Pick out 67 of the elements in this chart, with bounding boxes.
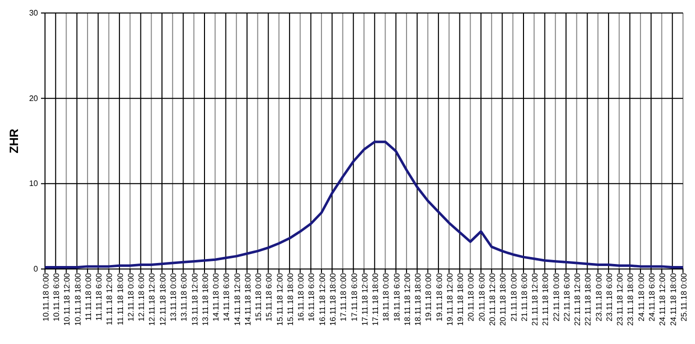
x-tick-label: 17.11.18 0:00 (339, 272, 348, 322)
x-tick-label: 10.11.18 6:00 (52, 272, 62, 322)
x-tick-label: 18.11.18 6:00 (392, 272, 402, 322)
x-tick-label: 19.11.18 12:00 (445, 272, 454, 326)
x-tick-label: 12.11.18 6:00 (137, 272, 146, 322)
x-tick-label: 11.11.18 0:00 (84, 272, 93, 321)
x-tick-label: 12.11.18 12:00 (148, 272, 157, 326)
x-tick-label: 19.11.18 0:00 (424, 272, 434, 322)
x-tick-label: 18.11.18 0:00 (382, 272, 391, 322)
x-tick-label: 22.11.18 12:00 (573, 272, 582, 326)
x-tick-label: 22.11.18 18:00 (584, 272, 593, 326)
x-tick-label: 13.11.18 0:00 (169, 272, 178, 322)
x-tick-label: 24.11.18 12:00 (658, 272, 668, 326)
x-tick-label: 11.11.18 12:00 (105, 272, 114, 326)
x-tick-label: 11.11.18 6:00 (94, 272, 104, 321)
y-tick-label: 30 (29, 8, 39, 18)
x-tick-label: 14.11.18 12:00 (232, 272, 242, 326)
x-tick-label: 21.11.18 0:00 (509, 272, 518, 322)
y-tick-label: 0 (34, 264, 39, 274)
x-tick-label: 16.11.18 12:00 (318, 272, 327, 326)
x-tick-label: 23.11.18 0:00 (594, 272, 604, 322)
x-tick-label: 11.11.18 18:00 (116, 272, 125, 326)
x-tick-label: 13.11.18 6:00 (180, 272, 189, 322)
y-tick-label: 20 (29, 94, 39, 103)
x-tick-label: 24.11.18 0:00 (636, 272, 646, 322)
x-tick-label: 22.11.18 0:00 (552, 272, 561, 322)
x-tick-label: 24.11.18 6:00 (648, 272, 656, 322)
x-tick-label: 10.11.18 18:00 (73, 272, 82, 326)
x-tick-label: 16.11.18 6:00 (307, 272, 316, 322)
x-tick-label: 20.11.18 0:00 (466, 272, 476, 322)
x-tick-label: 21.11.18 6:00 (520, 272, 529, 322)
x-tick-label: 19.11.18 18:00 (456, 272, 466, 326)
x-tick-label: 23.11.18 18:00 (626, 272, 636, 326)
x-tick-label: 14.11.18 0:00 (212, 272, 221, 322)
x-tick-label: 10.11.18 12:00 (62, 272, 72, 326)
x-tick-label: 12.11.18 0:00 (126, 272, 136, 322)
x-tick-label: 15.11.18 18:00 (286, 272, 295, 326)
x-tick-label: 17.11.18 6:00 (350, 272, 359, 322)
x-tick-label: 21.11.18 18:00 (541, 272, 550, 326)
x-tick-label: 13.11.18 12:00 (190, 272, 200, 326)
x-tick-label: 20.11.18 18:00 (498, 272, 508, 326)
x-tick-label: 13.11.18 18:00 (200, 272, 210, 326)
x-tick-label: 17.11.18 12:00 (360, 272, 370, 326)
x-tick-label: 18.11.18 18:00 (414, 272, 423, 326)
x-tick-label: 21.11.18 12:00 (530, 272, 540, 326)
x-tick-label: 20.11.18 12:00 (488, 272, 497, 326)
x-tick-label: 22.11.18 6:00 (562, 272, 572, 322)
x-tick-label: 17.11.18 18:00 (371, 272, 380, 326)
line-series (44, 140, 684, 269)
x-tick-label: 12.11.18 18:00 (158, 272, 168, 326)
x-tick-label: 23.11.18 6:00 (604, 272, 614, 322)
x-tick-label: 25.11.18 0:00 (679, 272, 688, 322)
y-axis-title: ZHR (7, 128, 21, 154)
x-tick-label: 15.11.18 12:00 (275, 272, 284, 326)
x-tick-label: 23.11.18 12:00 (616, 272, 625, 326)
x-tick-label: 20.11.18 6:00 (477, 272, 486, 322)
x-tick-label: 16.11.18 18:00 (328, 272, 338, 326)
x-tick-label: 14.11.18 6:00 (222, 272, 232, 322)
x-tick-label: 15.11.18 6:00 (264, 272, 274, 322)
x-tick-label: 19.11.18 6:00 (434, 272, 444, 322)
x-tick-label: 14.11.18 18:00 (243, 272, 252, 326)
y-tick-label: 10 (29, 179, 39, 188)
x-tick-label: 10.11.18 0:00 (41, 272, 50, 322)
x-tick-label: 18.11.18 12:00 (402, 272, 412, 326)
x-tick-label: 24.11.18 18:00 (668, 272, 678, 326)
x-tick-label: 16.11.18 0:00 (296, 272, 306, 322)
x-tick-label: 15.11.18 0:00 (254, 272, 264, 322)
